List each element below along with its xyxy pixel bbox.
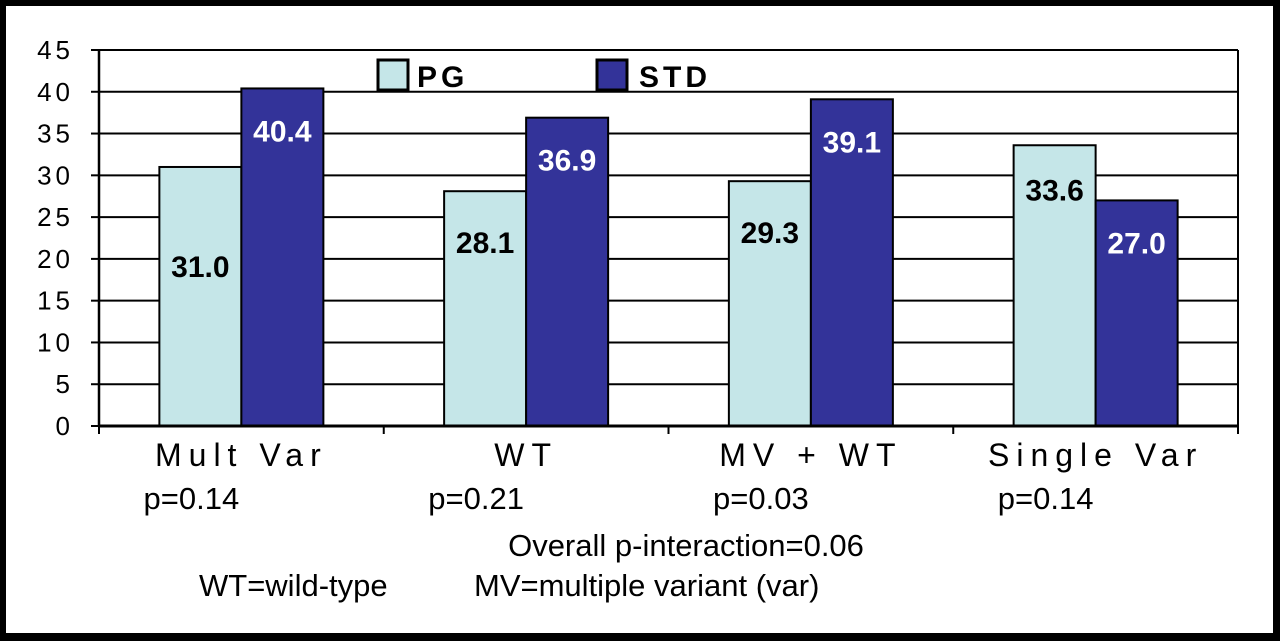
footnote-wt: WT=wild-type — [199, 568, 388, 603]
p-value-label: p=0.03 — [713, 481, 809, 516]
category-label: WT — [494, 437, 558, 473]
y-tick-label: 0 — [56, 411, 74, 441]
y-tick-label: 45 — [37, 35, 74, 65]
bar-label-pg: 28.1 — [456, 227, 514, 260]
y-tick-label: 20 — [37, 244, 74, 274]
category-label: MV + WT — [719, 437, 902, 473]
y-tick-label: 10 — [37, 327, 74, 357]
y-ticks: 0 5 10 15 20 25 30 35 40 45 — [37, 35, 99, 441]
p-value-label: p=0.21 — [428, 481, 524, 516]
bar-label-pg: 31.0 — [171, 251, 229, 284]
bar-label-std: 36.9 — [538, 145, 596, 178]
category-label: Single Var — [988, 437, 1203, 473]
legend-swatch-std — [595, 58, 629, 92]
footnote-interaction: Overall p-interaction=0.06 — [508, 528, 864, 563]
category-label: Mult Var — [155, 437, 328, 473]
y-tick-label: 35 — [37, 119, 74, 149]
bars: 31.0 40.4 28.1 36.9 29.3 39.1 33.6 27.0 — [158, 87, 1179, 428]
bar-label-std: 40.4 — [253, 115, 312, 148]
legend-swatch-pg — [376, 58, 410, 92]
legend-label-std: STD — [639, 61, 711, 94]
bar-pg — [1012, 144, 1097, 427]
bar-label-std: 27.0 — [1107, 227, 1165, 260]
bar-label-pg: 33.6 — [1025, 174, 1083, 207]
bar-pg — [158, 165, 243, 427]
y-tick-label: 30 — [37, 160, 74, 190]
y-tick-label: 5 — [56, 369, 74, 399]
p-value-label: p=0.14 — [998, 481, 1094, 516]
footnote-mv: MV=multiple variant (var) — [474, 568, 819, 603]
bar-chart: 31.0 40.4 28.1 36.9 29.3 39.1 33.6 27.0 0 5 10 15 2… — [37, 35, 1239, 603]
bar-std — [1094, 199, 1179, 427]
axes — [97, 49, 1239, 434]
y-tick-label: 25 — [37, 202, 74, 232]
bar-std — [240, 87, 325, 428]
y-tick-label: 15 — [37, 286, 74, 316]
y-tick-label: 40 — [37, 77, 74, 107]
bar-label-std: 39.1 — [823, 126, 881, 159]
chart-frame: 31.0 40.4 28.1 36.9 29.3 39.1 33.6 27.0 0 5 10 15 2… — [6, 6, 1273, 633]
p-value-label: p=0.14 — [144, 481, 240, 516]
category-labels: Mult Var p=0.14 WT p=0.21 MV + WT p=0.03 Singl… — [144, 437, 1203, 516]
legend: PG STD — [376, 58, 711, 94]
legend-label-pg: PG — [417, 61, 468, 94]
bar-label-pg: 29.3 — [741, 217, 799, 250]
footnotes: Overall p-interaction=0.06 WT=wild-type MV… — [199, 528, 864, 603]
